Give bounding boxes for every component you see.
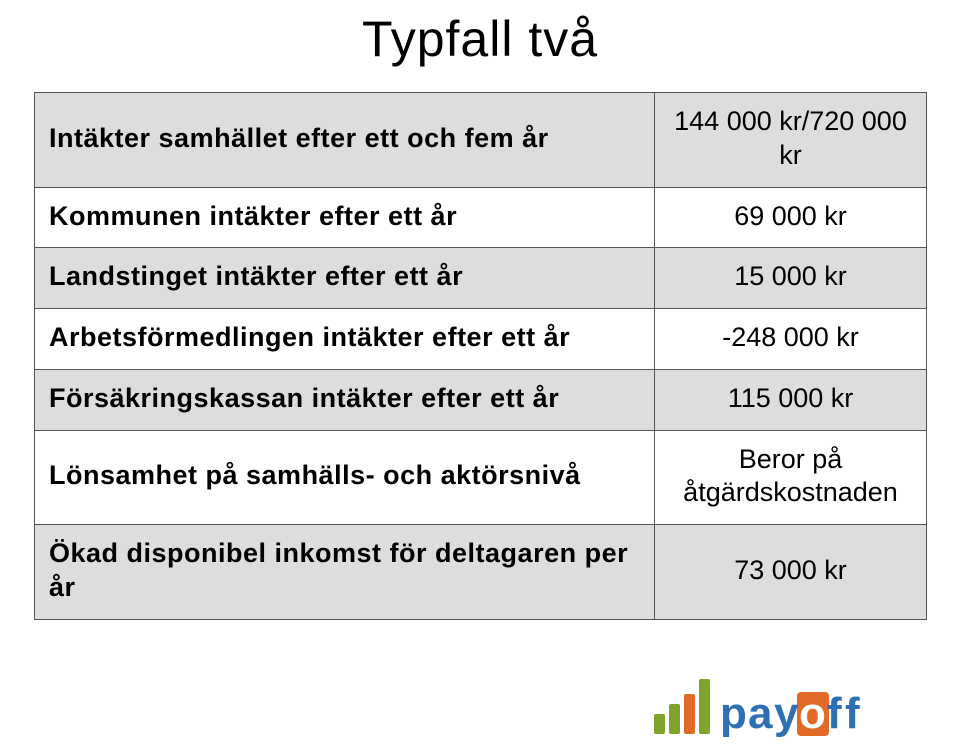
table-row: Försäkringskassan intäkter efter ett år1… bbox=[35, 369, 927, 430]
row-value: 144 000 kr/720 000 kr bbox=[655, 93, 927, 188]
row-label: Landstinget intäkter efter ett år bbox=[35, 248, 655, 309]
table-row: Lönsamhet på samhälls- och aktörsnivåBer… bbox=[35, 430, 927, 525]
table-row: Ökad disponibel inkomst för deltagaren p… bbox=[35, 525, 927, 620]
row-label: Kommunen intäkter efter ett år bbox=[35, 187, 655, 248]
table-row: Arbetsförmedlingen intäkter efter ett år… bbox=[35, 309, 927, 370]
row-label: Ökad disponibel inkomst för deltagaren p… bbox=[35, 525, 655, 620]
summary-table: Intäkter samhället efter ett och fem år1… bbox=[34, 92, 927, 620]
table-row: Kommunen intäkter efter ett år69 000 kr bbox=[35, 187, 927, 248]
row-label: Intäkter samhället efter ett och fem år bbox=[35, 93, 655, 188]
row-label: Försäkringskassan intäkter efter ett år bbox=[35, 369, 655, 430]
row-label: Lönsamhet på samhälls- och aktörsnivå bbox=[35, 430, 655, 525]
svg-text:f: f bbox=[827, 689, 842, 738]
svg-text:a: a bbox=[748, 689, 773, 738]
row-value: 15 000 kr bbox=[655, 248, 927, 309]
row-label: Arbetsförmedlingen intäkter efter ett år bbox=[35, 309, 655, 370]
row-value: Beror på åtgärdskostnaden bbox=[655, 430, 927, 525]
row-value: -248 000 kr bbox=[655, 309, 927, 370]
page-title: Typfall två bbox=[0, 10, 960, 68]
svg-text:f: f bbox=[845, 689, 860, 738]
table-row: Landstinget intäkter efter ett år15 000 … bbox=[35, 248, 927, 309]
svg-text:o: o bbox=[799, 689, 826, 738]
table-row: Intäkter samhället efter ett och fem år1… bbox=[35, 93, 927, 188]
row-value: 115 000 kr bbox=[655, 369, 927, 430]
row-value: 69 000 kr bbox=[655, 187, 927, 248]
row-value: 73 000 kr bbox=[655, 525, 927, 620]
payoff-logo: payoff bbox=[652, 672, 922, 742]
svg-text:p: p bbox=[720, 689, 747, 738]
svg-text:y: y bbox=[774, 689, 799, 738]
